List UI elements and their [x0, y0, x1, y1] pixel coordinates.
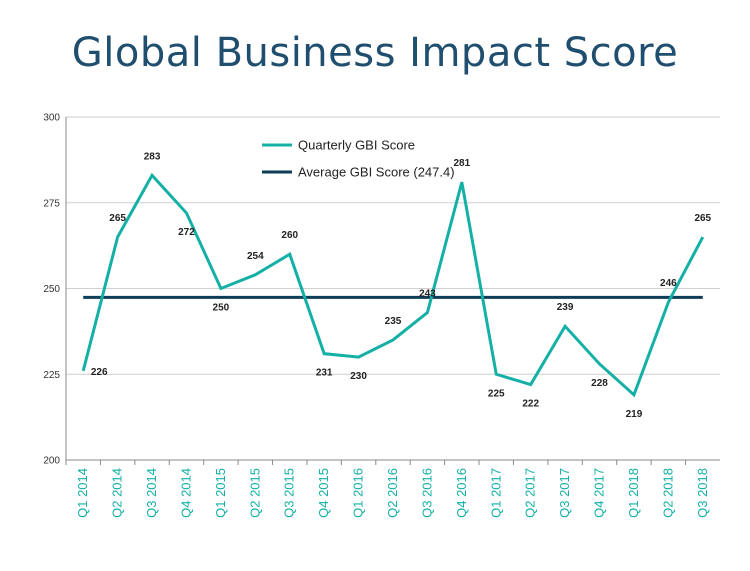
x-tick-label: Q4 2017 — [592, 468, 607, 518]
data-label: 230 — [350, 371, 367, 382]
y-tick-label: 250 — [43, 284, 60, 295]
series-layer — [81, 172, 705, 398]
x-tick-label: Q1 2018 — [626, 468, 641, 518]
y-tick-label: 225 — [43, 370, 60, 381]
x-tick-label: Q1 2016 — [351, 468, 366, 518]
x-tick-label: Q1 2015 — [213, 468, 228, 518]
x-tick-label: Q3 2016 — [419, 468, 434, 518]
x-tick-label: Q2 2018 — [660, 468, 675, 518]
x-tick-label: Q2 2017 — [523, 468, 538, 518]
data-label: 222 — [522, 399, 539, 410]
x-tick-label: Q3 2015 — [282, 468, 297, 518]
data-label: 235 — [385, 316, 402, 327]
y-tick-label: 275 — [43, 198, 60, 209]
data-label: 246 — [660, 278, 677, 289]
data-label: 281 — [453, 158, 470, 169]
data-label: 283 — [144, 151, 161, 162]
x-tick-label: Q3 2017 — [557, 468, 572, 518]
legend-label-quarterly: Quarterly GBI Score — [298, 138, 415, 153]
data-label: 260 — [281, 230, 298, 241]
axis-layer: 200 225 250 275 300 Q1 2014 Q2 2014 Q3 2014 Q4 2… — [43, 113, 720, 518]
y-tick-label: 300 — [43, 113, 60, 124]
data-label: 231 — [316, 368, 333, 379]
x-tick-label: Q1 2017 — [488, 468, 503, 518]
data-label: 239 — [557, 302, 574, 313]
x-tick-label: Q4 2014 — [178, 468, 193, 518]
y-tick-label: 200 — [43, 456, 60, 467]
data-label: 228 — [591, 378, 608, 389]
x-tick-label: Q4 2015 — [316, 468, 331, 518]
data-label: 265 — [694, 213, 711, 224]
chart-title: Global Business Impact Score — [71, 30, 679, 76]
x-tick-label: Q3 2014 — [144, 468, 159, 518]
data-label: 250 — [213, 303, 230, 314]
data-label: 225 — [488, 388, 505, 399]
x-tick-label: Q4 2016 — [454, 468, 469, 518]
x-tick-label: Q1 2014 — [75, 468, 90, 518]
data-label: 254 — [247, 251, 264, 262]
x-tick-label: Q3 2018 — [695, 468, 710, 518]
data-label-layer: 226 265 283 272 250 254 260 231 230 235 243 281 225 2… — [91, 151, 712, 420]
x-tick-label: Q2 2016 — [385, 468, 400, 518]
legend-label-average: Average GBI Score (247.4) — [298, 165, 455, 180]
data-label: 243 — [419, 289, 436, 300]
data-label: 272 — [178, 227, 195, 238]
legend: Quarterly GBI Score Average GBI Score (24… — [262, 138, 455, 180]
data-label: 265 — [109, 213, 126, 224]
x-tick-label: Q2 2014 — [110, 468, 125, 518]
data-label: 219 — [626, 409, 643, 420]
data-label: 226 — [91, 367, 108, 378]
quarterly-gbi-line — [81, 172, 705, 398]
x-tick-label: Q2 2015 — [247, 468, 262, 518]
